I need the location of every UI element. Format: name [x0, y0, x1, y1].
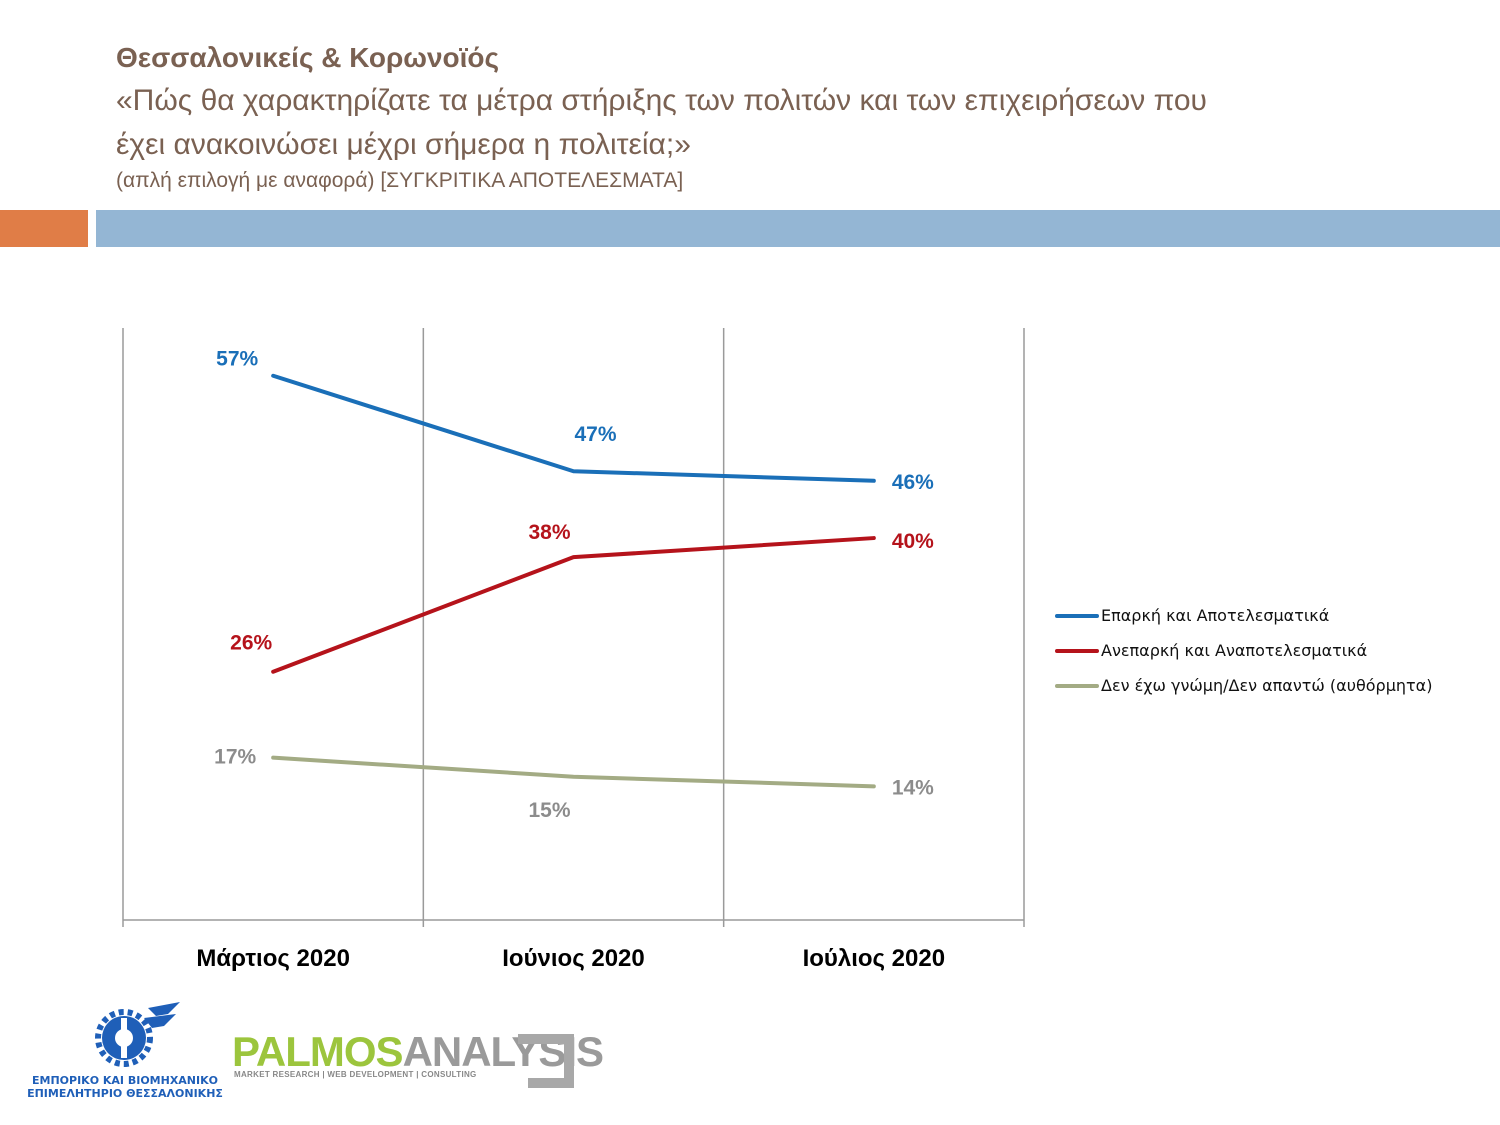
chamber-logo-line-1: ΕΜΠΟΡΙΚΟ ΚΑΙ ΒΙΟΜΗΧΑΝΙΚΟ	[32, 1074, 218, 1087]
data-label-s2-p1: 15%	[528, 799, 570, 822]
legend-swatch-no-opinion	[1055, 683, 1099, 688]
series-line-1	[271, 536, 876, 674]
legend-item-adequate: Επαρκή και Αποτελεσματικά	[1055, 598, 1432, 633]
data-label-s0-p0: 57%	[216, 348, 258, 371]
data-label-s0-p1: 47%	[574, 423, 616, 446]
chamber-logo: ΕΜΠΟΡΙΚΟ ΚΑΙ ΒΙΟΜΗΧΑΝΙΚΟ ΕΠΙΜΕΛΗΤΗΡΙΟ ΘΕ…	[20, 1000, 230, 1110]
chamber-logo-text: ΕΜΠΟΡΙΚΟ ΚΑΙ ΒΙΟΜΗΧΑΝΙΚΟ ΕΠΙΜΕΛΗΤΗΡΙΟ ΘΕ…	[20, 1074, 230, 1100]
data-label-s1-p0: 26%	[230, 632, 272, 655]
palmos-tagline: MARKET RESEARCH | WEB DEVELOPMENT | CONS…	[234, 1070, 477, 1079]
data-label-s2-p0: 17%	[214, 746, 256, 769]
legend-swatch-inadequate	[1055, 648, 1099, 653]
series-line-2	[271, 755, 876, 789]
palmos-square-icon	[518, 1034, 574, 1088]
legend-item-no-opinion: Δεν έχω γνώμη/Δεν απαντώ (αυθόρμητα)	[1055, 668, 1432, 703]
page-title: Θεσσαλονικείς & Κορωνοϊός	[116, 42, 500, 73]
accent-bar-blue	[96, 210, 1500, 247]
x-tick-label-2: Ιούλιος 2020	[803, 945, 946, 972]
data-label-s0-p2: 46%	[892, 471, 934, 494]
data-label-s2-p2: 14%	[892, 776, 934, 799]
palmos-word-part-1: PALMOS	[232, 1028, 404, 1075]
chart-legend: Επαρκή και Αποτελεσματικά Ανεπαρκή και Α…	[1055, 598, 1432, 703]
question-note: (απλή επιλογή με αναφορά) [ΣΥΓΚΡΙΤΙΚΑ ΑΠ…	[116, 169, 684, 192]
question-line-2: έχει ανακοινώσει μέχρι σήμερα η πολιτεία…	[116, 128, 691, 161]
legend-label-no-opinion: Δεν έχω γνώμη/Δεν απαντώ (αυθόρμητα)	[1101, 676, 1433, 695]
question-line-1: «Πώς θα χαρακτηρίζατε τα μέτρα στήριξης …	[116, 84, 1207, 117]
legend-swatch-adequate	[1055, 613, 1099, 618]
legend-item-inadequate: Ανεπαρκή και Αναποτελεσματικά	[1055, 633, 1432, 668]
series-line-0	[271, 373, 876, 483]
palmos-analysis-logo: PALMOSANALYSIS MARKET RESEARCH | WEB DEV…	[232, 1028, 604, 1090]
legend-label-inadequate: Ανεπαρκή και Αναποτελεσματικά	[1101, 641, 1368, 660]
x-tick-label-0: Μάρτιος 2020	[196, 945, 350, 972]
legend-label-adequate: Επαρκή και Αποτελεσματικά	[1101, 606, 1330, 625]
chamber-logo-line-2: ΕΠΙΜΕΛΗΤΗΡΙΟ ΘΕΣΣΑΛΟΝΙΚΗΣ	[27, 1087, 223, 1100]
header: Θεσσαλονικείς & Κορωνοϊός «Πώς θα χαρακτ…	[116, 38, 1476, 196]
data-label-s1-p1: 38%	[528, 521, 570, 544]
data-label-s1-p2: 40%	[892, 530, 934, 553]
chamber-emblem-icon	[95, 1002, 180, 1067]
accent-bar-orange	[0, 210, 88, 247]
x-tick-label-1: Ιούνιος 2020	[502, 945, 645, 972]
